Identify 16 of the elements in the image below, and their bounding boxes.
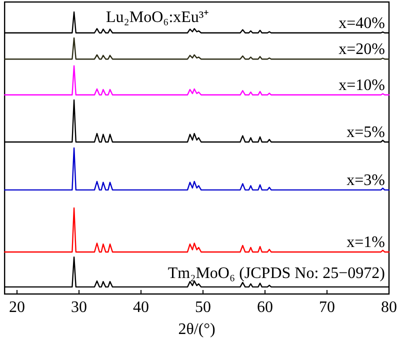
series-label: x=10%	[338, 76, 385, 94]
series-label: x=40%	[338, 14, 385, 32]
x-tick-label: 60	[257, 299, 273, 316]
series-label: x=1%	[346, 234, 385, 251]
series-label: Tm₂MoO₆ (JCPDS No: 25−0972)	[168, 264, 385, 282]
x-tick-label: 80	[381, 299, 397, 316]
x-tick-label: 50	[195, 299, 211, 316]
series-label: x=3%	[346, 172, 385, 189]
series-label: x=20%	[338, 41, 385, 58]
x-axis-title: 2θ/(°)	[178, 321, 216, 338]
series-label: x=5%	[346, 124, 385, 141]
x-tick-label: 70	[319, 299, 335, 316]
x-tick-label: 30	[71, 299, 87, 316]
chart-title: Lu₂MoO₆:xEu³⁺	[106, 9, 209, 26]
x-tick-label: 40	[133, 299, 149, 316]
x-tick-label: 20	[9, 299, 25, 316]
